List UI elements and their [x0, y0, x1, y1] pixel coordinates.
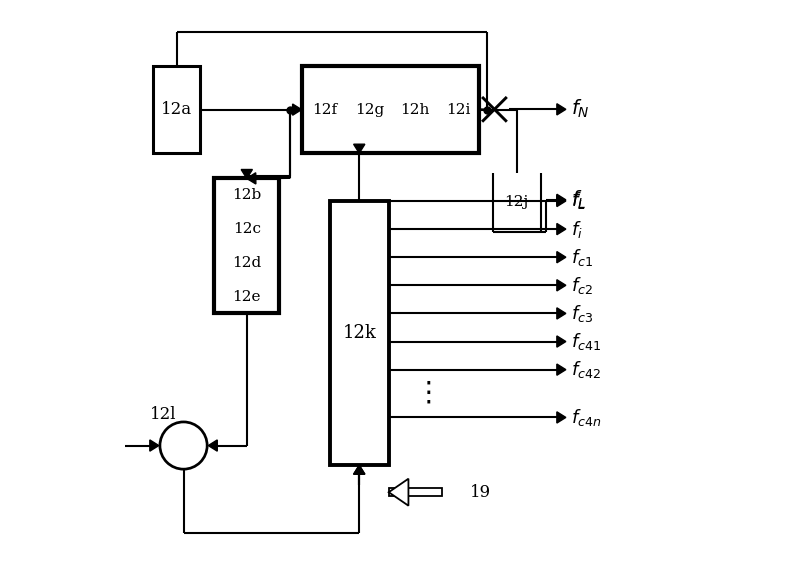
Text: $f_{c3}$: $f_{c3}$ — [571, 303, 594, 324]
Text: $f_i$: $f_i$ — [571, 219, 583, 240]
Polygon shape — [354, 465, 365, 474]
Text: $\vdots$: $\vdots$ — [414, 378, 431, 406]
Text: 12j: 12j — [505, 195, 529, 210]
Polygon shape — [557, 280, 566, 291]
Polygon shape — [557, 251, 566, 263]
Polygon shape — [557, 224, 566, 234]
Polygon shape — [557, 195, 566, 207]
Polygon shape — [557, 364, 566, 375]
Polygon shape — [293, 104, 302, 115]
Polygon shape — [354, 144, 365, 153]
FancyBboxPatch shape — [214, 246, 279, 280]
Polygon shape — [557, 104, 566, 115]
Polygon shape — [354, 465, 365, 474]
Text: 12e: 12e — [233, 289, 261, 303]
Polygon shape — [150, 440, 159, 451]
Polygon shape — [389, 479, 409, 506]
FancyBboxPatch shape — [302, 66, 348, 153]
FancyBboxPatch shape — [437, 66, 479, 153]
FancyBboxPatch shape — [214, 280, 279, 314]
Polygon shape — [208, 440, 218, 451]
Polygon shape — [246, 173, 256, 184]
FancyBboxPatch shape — [214, 212, 279, 246]
Polygon shape — [557, 194, 566, 206]
Text: 12g: 12g — [355, 103, 385, 116]
Text: 12d: 12d — [232, 256, 262, 270]
Text: $f_L$: $f_L$ — [571, 190, 586, 211]
FancyBboxPatch shape — [153, 66, 201, 153]
FancyBboxPatch shape — [330, 201, 389, 465]
Text: $f_{c42}$: $f_{c42}$ — [571, 359, 602, 380]
Text: $f_{c1}$: $f_{c1}$ — [571, 247, 594, 268]
FancyBboxPatch shape — [214, 179, 279, 212]
Polygon shape — [557, 308, 566, 319]
Text: 12a: 12a — [161, 101, 192, 118]
FancyBboxPatch shape — [389, 488, 442, 497]
Text: $f_{c41}$: $f_{c41}$ — [571, 331, 602, 352]
Text: $f_N$: $f_N$ — [571, 98, 590, 120]
Text: $f_{c2}$: $f_{c2}$ — [571, 275, 594, 296]
Polygon shape — [557, 412, 566, 423]
Text: 12l: 12l — [150, 406, 176, 423]
Text: 12i: 12i — [446, 103, 470, 116]
Text: 12h: 12h — [400, 103, 429, 116]
Text: 19: 19 — [470, 484, 491, 501]
FancyBboxPatch shape — [214, 179, 279, 314]
FancyBboxPatch shape — [392, 66, 437, 153]
Text: $f_{c4n}$: $f_{c4n}$ — [571, 407, 602, 428]
FancyBboxPatch shape — [302, 66, 479, 153]
FancyBboxPatch shape — [348, 66, 392, 153]
Polygon shape — [557, 336, 566, 347]
Circle shape — [160, 422, 207, 469]
Text: 12c: 12c — [233, 222, 261, 236]
Text: 12f: 12f — [312, 103, 338, 116]
Polygon shape — [241, 170, 253, 179]
Text: 12k: 12k — [342, 324, 376, 342]
Text: $f_L$: $f_L$ — [571, 189, 587, 211]
Text: 12b: 12b — [232, 188, 262, 202]
